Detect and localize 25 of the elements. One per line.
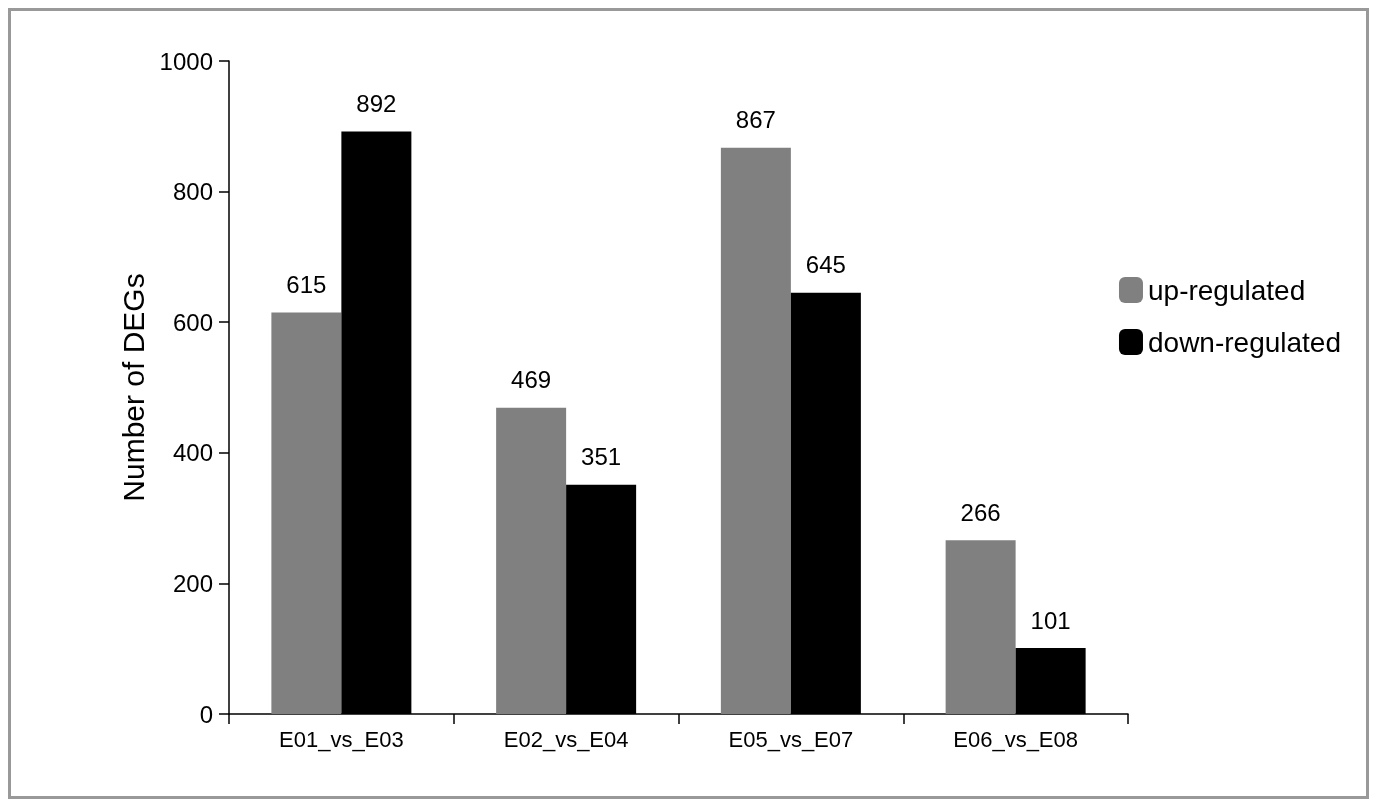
data-label: 615 — [286, 270, 327, 298]
y-tick-label: 200 — [172, 569, 213, 597]
y-tick-label: 400 — [172, 439, 213, 467]
data-label: 266 — [960, 498, 1001, 526]
bar — [720, 147, 791, 714]
legend-label: up-regulated — [1147, 274, 1306, 306]
data-label: 645 — [805, 251, 846, 279]
bar — [496, 407, 567, 714]
y-tick-label: 600 — [172, 308, 213, 336]
x-tick-label: E06_vs_E08 — [953, 726, 1079, 752]
data-label: 351 — [581, 443, 622, 471]
data-label: 892 — [356, 90, 397, 118]
y-tick-label: 0 — [199, 700, 213, 728]
y-tick-label: 1000 — [159, 47, 213, 75]
y-axis-title: Number of DEGs — [117, 273, 151, 502]
legend-label: down-regulated — [1147, 326, 1342, 358]
x-tick-label: E02_vs_E04 — [503, 726, 629, 752]
data-label: 101 — [1030, 606, 1071, 634]
data-label: 867 — [735, 106, 776, 134]
x-tick-label: E05_vs_E07 — [728, 726, 854, 752]
y-tick-label: 800 — [172, 178, 213, 206]
data-label: 469 — [511, 366, 552, 394]
bar — [945, 540, 1016, 714]
x-tick-label: E01_vs_E03 — [278, 726, 404, 752]
bar — [271, 312, 342, 714]
